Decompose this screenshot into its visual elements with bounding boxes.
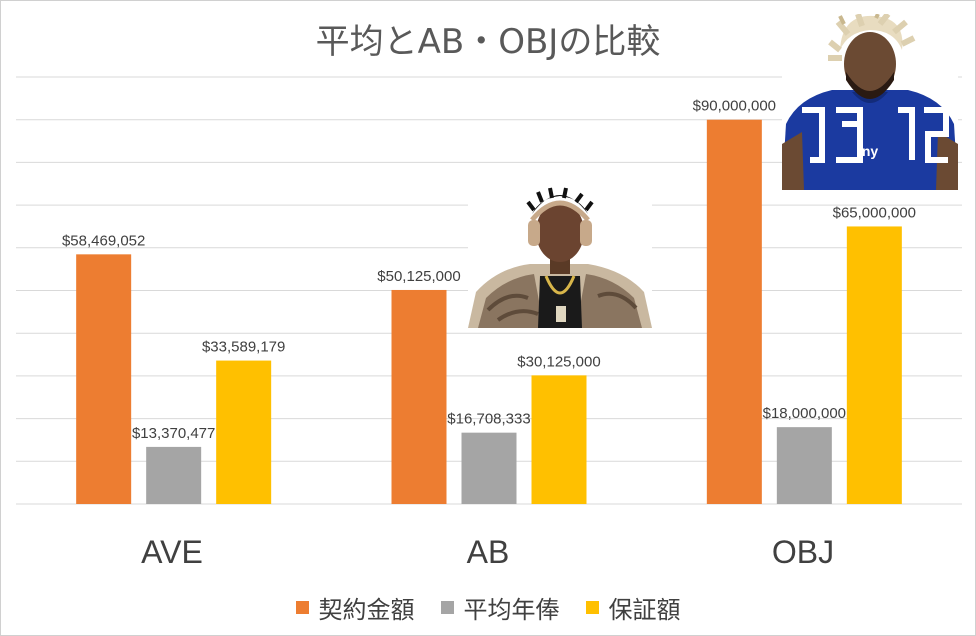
legend-item-guaranteed: 保証額	[585, 590, 681, 625]
data-label-ave-series-1: $13,370,477	[132, 425, 215, 442]
bar-ab-series-1	[461, 432, 517, 504]
legend-label-contract: 契約金額	[318, 596, 415, 624]
data-label-ab-series-1: $16,708,333	[447, 411, 530, 428]
player-photo-obj: ny	[782, 14, 958, 190]
data-label-ab-series-2: $30,125,000	[517, 353, 600, 370]
data-label-obj-series-1: $18,000,000	[763, 405, 846, 422]
legend-swatch-guaranteed	[585, 601, 599, 614]
data-label-ave-series-2: $33,589,179	[202, 339, 285, 356]
legend-item-average-salary: 平均年俸	[440, 590, 560, 625]
legend-swatch-average-salary	[440, 601, 454, 614]
bar-ave-series-0	[76, 254, 132, 504]
bar-ab-series-0	[391, 289, 447, 504]
category-label-ab: AB	[466, 534, 510, 570]
svg-text:ny: ny	[862, 143, 879, 159]
legend-label-guaranteed: 保証額	[608, 596, 681, 624]
legend-item-contract: 契約金額	[295, 590, 415, 625]
data-label-ab-series-0: $50,125,000	[377, 268, 460, 285]
bar-obj-series-2	[846, 226, 902, 504]
bar-obj-series-1	[776, 427, 832, 504]
category-label-ave: AVE	[141, 534, 203, 570]
bar-ave-series-2	[216, 360, 272, 504]
bar-ave-series-1	[146, 446, 202, 504]
player-photo-ab	[468, 180, 652, 328]
data-label-obj-series-0: $90,000,000	[693, 98, 776, 115]
data-label-ave-series-0: $58,469,052	[62, 232, 145, 249]
category-label-obj: OBJ	[771, 534, 835, 570]
bar-obj-series-0	[706, 119, 762, 504]
legend-swatch-contract	[295, 601, 309, 614]
legend: 契約金額 平均年俸 保証額	[0, 590, 976, 625]
legend-label-average-salary: 平均年俸	[463, 596, 560, 624]
data-label-obj-series-2: $65,000,000	[833, 204, 916, 221]
chart-title: 平均とAB・OBJの比較	[315, 22, 661, 62]
bar-ab-series-2	[531, 375, 587, 504]
